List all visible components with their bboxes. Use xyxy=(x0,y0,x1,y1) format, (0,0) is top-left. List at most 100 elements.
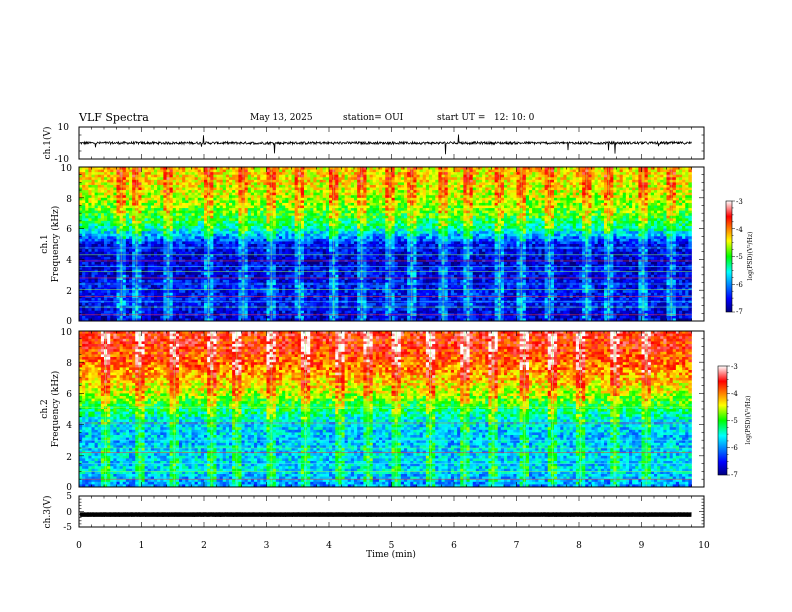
spectrogram-cell xyxy=(316,220,320,224)
spectrogram-cell xyxy=(204,231,208,235)
spectrogram-cell xyxy=(113,308,117,312)
spectrogram-cell xyxy=(113,264,117,268)
spectrogram-cell xyxy=(172,267,177,271)
spectrogram-cell xyxy=(235,256,239,260)
spectrogram-cell xyxy=(197,172,202,176)
spectrogram-cell xyxy=(247,228,252,232)
spectrogram-cell xyxy=(182,269,186,273)
spectrogram-cell xyxy=(260,285,264,288)
spectrogram-cell xyxy=(213,269,217,273)
spectrogram-cell xyxy=(257,167,261,170)
spectrogram-cell xyxy=(294,228,299,232)
spectrogram-cell xyxy=(282,261,286,265)
spectrogram-cell xyxy=(229,197,233,201)
spectrogram-cell xyxy=(100,261,105,265)
spectrogram-cell xyxy=(160,179,164,183)
spectrogram-cell xyxy=(88,277,92,281)
spectrogram-cell xyxy=(113,315,117,319)
spectrogram-cell xyxy=(107,182,111,186)
spectrogram-cell xyxy=(272,272,277,276)
spectrogram-cell xyxy=(160,267,164,271)
spectrogram-cell xyxy=(294,172,299,176)
spectrogram-cell xyxy=(150,272,155,276)
spectrogram-cell xyxy=(194,202,199,206)
spectrogram-cell xyxy=(282,215,286,219)
spectrogram-cell xyxy=(154,223,158,227)
spectrogram-cell xyxy=(157,251,161,255)
spectrogram-cell xyxy=(88,272,92,276)
spectrogram-cell xyxy=(313,254,317,258)
spectrogram-cell xyxy=(122,272,127,276)
spectrogram-cell xyxy=(132,277,136,281)
spectrogram-cell xyxy=(238,295,242,299)
spectrogram-cell xyxy=(138,254,142,258)
spectrogram-cell xyxy=(194,174,199,178)
spectrogram-cell xyxy=(122,231,127,235)
spectrogram-cell xyxy=(82,277,86,281)
spectrogram-cell xyxy=(141,167,145,170)
spectrogram-cell xyxy=(122,169,127,173)
spectrogram-cell xyxy=(232,208,236,211)
spectrogram-cell xyxy=(129,208,133,211)
spectrogram-cell xyxy=(125,192,130,196)
spectrogram-cell xyxy=(285,267,289,271)
spectrogram-cell xyxy=(282,174,286,178)
spectrogram-cell xyxy=(272,277,277,281)
spectrogram-cell xyxy=(150,192,155,196)
spectrogram-cell xyxy=(147,182,152,186)
spectrogram-cell xyxy=(216,233,220,237)
spectrogram-cell xyxy=(85,269,89,273)
spectrogram-cell xyxy=(97,208,102,211)
spectrogram-cell xyxy=(275,279,280,283)
spectrogram-cell xyxy=(213,318,217,321)
spectrogram-cell xyxy=(175,192,180,196)
spectrogram-cell xyxy=(210,200,214,204)
spectrogram-cell xyxy=(232,261,236,265)
spectrogram-cell xyxy=(294,303,299,306)
spectrogram-cell xyxy=(94,251,99,255)
spectrogram-cell xyxy=(163,272,167,276)
spectrogram-cell xyxy=(257,269,261,273)
spectrogram-cell xyxy=(169,167,174,170)
spectrogram-cell xyxy=(122,233,127,237)
spectrogram-cell xyxy=(188,218,192,222)
spectrogram-cell xyxy=(85,318,89,321)
spectrogram-cell xyxy=(110,184,114,188)
spectrogram-cell xyxy=(82,236,86,240)
spectrogram-cell xyxy=(132,267,136,271)
spectrogram-cell xyxy=(91,297,95,301)
spectrogram-cell xyxy=(310,295,314,299)
spectrogram-cell xyxy=(310,208,314,211)
spectrogram-cell xyxy=(125,290,130,294)
spectrogram-cell xyxy=(175,236,180,240)
spectrogram-cell xyxy=(275,287,280,291)
spectrogram-cell xyxy=(144,205,149,209)
spectrogram-cell xyxy=(163,297,167,301)
spectrogram-cell xyxy=(79,303,83,306)
spectrogram-cell xyxy=(250,172,255,176)
spectrogram-cell xyxy=(94,267,99,271)
spectrogram-cell xyxy=(172,213,177,217)
spectrogram-cell xyxy=(200,241,205,245)
spectrogram-cell xyxy=(104,290,108,294)
spectrogram-cell xyxy=(129,190,133,194)
spectrogram-cell xyxy=(200,169,205,173)
spectrogram-cell xyxy=(197,169,202,173)
spectrogram-cell xyxy=(116,287,120,291)
spectrogram-cell xyxy=(329,272,333,276)
spectrogram-cell xyxy=(104,315,108,319)
spectrogram-cell xyxy=(254,241,258,245)
spectrogram-cell xyxy=(285,236,289,240)
spectrogram-cell xyxy=(247,292,252,296)
spectrogram-cell xyxy=(194,182,199,186)
spectrogram-cell xyxy=(110,218,114,222)
spectrogram-cell xyxy=(110,318,114,321)
spectrogram-cell xyxy=(322,182,327,186)
spectrogram-cell xyxy=(325,226,330,229)
spectrogram-cell xyxy=(122,254,127,258)
spectrogram-cell xyxy=(107,292,111,296)
spectrogram-cell xyxy=(132,197,136,201)
spectrogram-cell xyxy=(322,279,327,283)
spectrogram-cell xyxy=(210,272,214,276)
spectrogram-cell xyxy=(238,182,242,186)
